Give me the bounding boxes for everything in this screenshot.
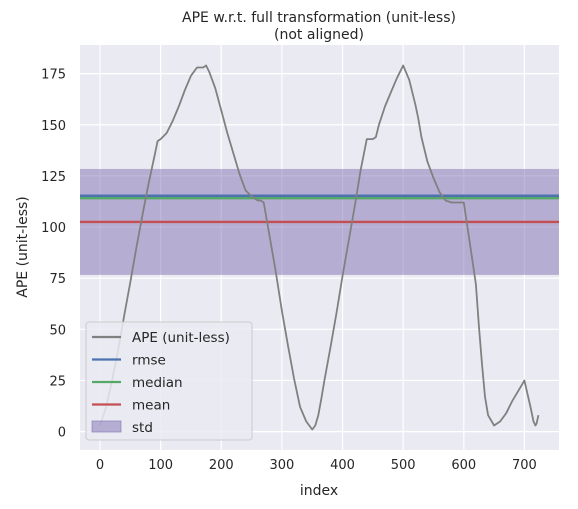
chart-subtitle: (not aligned) <box>274 27 364 43</box>
legend: APE (unit-less) rmse median mean std <box>85 321 253 441</box>
x-tick-label: 300 <box>269 458 294 473</box>
legend-label-rmse: rmse <box>132 353 166 369</box>
y-tick-label: 125 <box>41 170 66 185</box>
y-tick-label: 0 <box>58 426 66 441</box>
y-axis-label: APE (unit-less) <box>15 196 31 298</box>
x-tick-label: 600 <box>451 458 476 473</box>
x-tick-label: 400 <box>330 458 355 473</box>
y-tick-label: 75 <box>49 272 66 287</box>
legend-label-std: std <box>132 420 153 436</box>
legend-label-median: median <box>132 375 183 391</box>
y-tick-label: 50 <box>49 323 66 338</box>
x-tick-label: 500 <box>391 458 416 473</box>
y-tick-label: 175 <box>41 68 66 83</box>
legend-label-ape-unit-less: APE (unit-less) <box>132 330 230 346</box>
y-tick-label: 150 <box>41 119 66 134</box>
legend-label-mean: mean <box>132 398 170 414</box>
series-layer <box>99 64 540 431</box>
stat-lines-layer <box>80 194 559 224</box>
x-tick-label: 200 <box>209 458 234 473</box>
legend-swatch-std <box>91 420 122 433</box>
x-tick-label: 100 <box>148 458 173 473</box>
tick-labels: 0 100 200 300 400 500 600 700 0 25 50 75 100 125 150 17… <box>41 68 537 473</box>
y-tick-label: 25 <box>49 374 66 389</box>
y-tick-label: 100 <box>41 221 66 236</box>
x-axis-label: index <box>300 483 338 499</box>
x-tick-label: 0 <box>96 458 104 473</box>
ape-series-line <box>99 64 540 431</box>
chart-title: APE w.r.t. full transformation (unit-les… <box>182 10 456 26</box>
x-tick-label: 700 <box>512 458 537 473</box>
legend-box <box>85 321 253 441</box>
